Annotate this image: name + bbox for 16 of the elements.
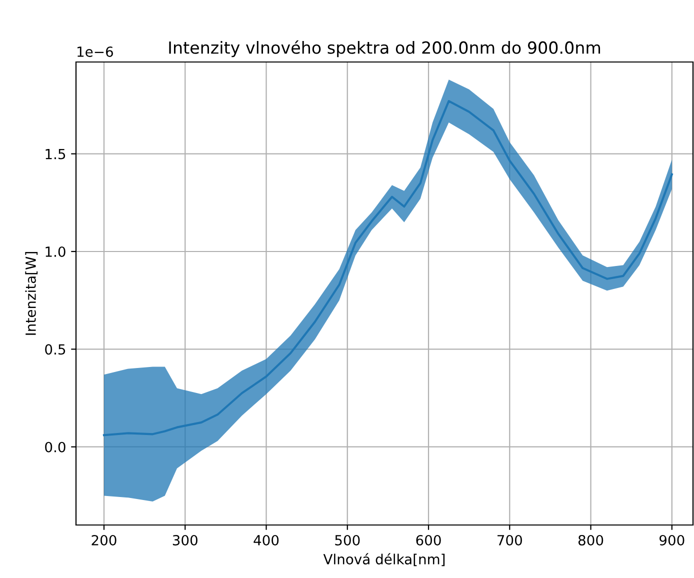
x-tick-label: 400 — [254, 534, 279, 546]
x-tick-label: 600 — [416, 534, 441, 546]
y-tick-label: 0.0 — [45, 442, 66, 452]
text: 1e−6 — [78, 46, 113, 57]
y-tick-label: 1.5 — [46, 148, 66, 160]
y-axis-title: Intenzita[W] — [25, 252, 38, 335]
x-tick-label: 500 — [335, 534, 360, 546]
chart-title: Intenzity vlnového spektra od 200.0nm do 900.0nm — [169, 40, 600, 58]
x-tick-label: 200 — [92, 534, 116, 546]
y-tick-label: 1.0 — [46, 246, 66, 257]
y-tick-label: 0.5 — [45, 344, 66, 355]
x-tick-label: 900 — [660, 534, 684, 546]
x-axis-title: Vlnová délka[nm] — [323, 553, 445, 566]
x-tick-label: 700 — [498, 534, 522, 546]
x-tick-label: 800 — [578, 534, 604, 546]
x-tick-label: 300 — [172, 534, 198, 546]
